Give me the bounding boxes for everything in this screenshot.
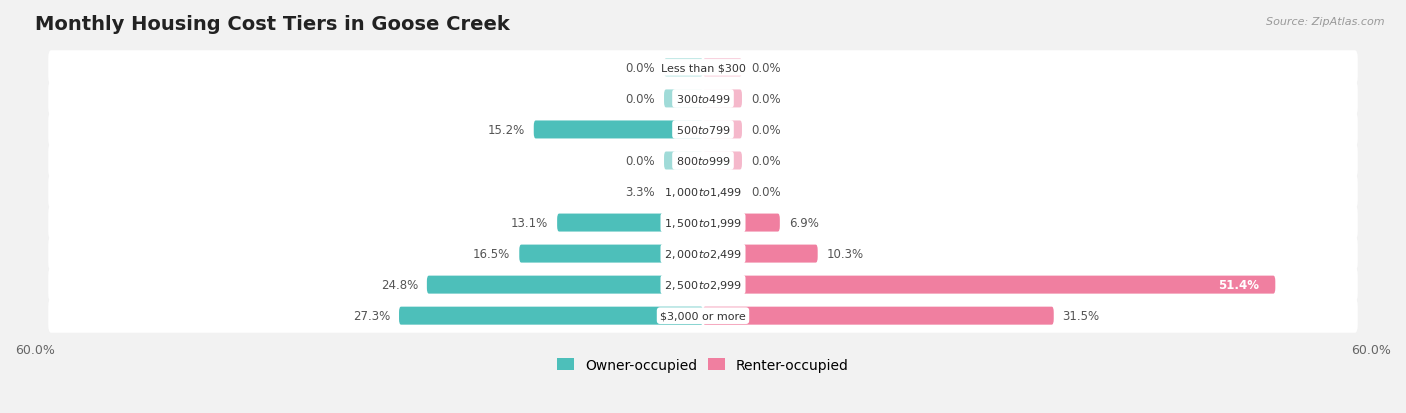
Text: 51.4%: 51.4% xyxy=(1218,278,1258,292)
Text: $300 to $499: $300 to $499 xyxy=(675,93,731,105)
FancyBboxPatch shape xyxy=(703,214,780,232)
Legend: Owner-occupied, Renter-occupied: Owner-occupied, Renter-occupied xyxy=(551,352,855,377)
Text: 0.0%: 0.0% xyxy=(751,154,780,168)
FancyBboxPatch shape xyxy=(557,214,703,232)
FancyBboxPatch shape xyxy=(48,82,1358,116)
Text: 13.1%: 13.1% xyxy=(510,216,548,230)
Text: 27.3%: 27.3% xyxy=(353,309,389,323)
Text: $3,000 or more: $3,000 or more xyxy=(661,311,745,321)
FancyBboxPatch shape xyxy=(664,152,703,170)
Text: 24.8%: 24.8% xyxy=(381,278,418,292)
FancyBboxPatch shape xyxy=(399,307,703,325)
Text: Source: ZipAtlas.com: Source: ZipAtlas.com xyxy=(1267,17,1385,26)
Text: 16.5%: 16.5% xyxy=(474,247,510,261)
FancyBboxPatch shape xyxy=(703,276,1275,294)
Text: $1,000 to $1,499: $1,000 to $1,499 xyxy=(664,185,742,199)
FancyBboxPatch shape xyxy=(664,90,703,108)
Text: Less than $300: Less than $300 xyxy=(661,63,745,73)
Text: 10.3%: 10.3% xyxy=(827,247,863,261)
FancyBboxPatch shape xyxy=(703,90,742,108)
FancyBboxPatch shape xyxy=(48,175,1358,209)
Text: 31.5%: 31.5% xyxy=(1063,309,1099,323)
FancyBboxPatch shape xyxy=(48,51,1358,85)
Text: $800 to $999: $800 to $999 xyxy=(675,155,731,167)
FancyBboxPatch shape xyxy=(703,59,742,77)
FancyBboxPatch shape xyxy=(519,245,703,263)
Text: 0.0%: 0.0% xyxy=(626,62,655,75)
Text: 15.2%: 15.2% xyxy=(488,123,524,137)
FancyBboxPatch shape xyxy=(48,299,1358,333)
Text: 0.0%: 0.0% xyxy=(751,185,780,199)
FancyBboxPatch shape xyxy=(48,206,1358,240)
FancyBboxPatch shape xyxy=(703,183,742,201)
FancyBboxPatch shape xyxy=(664,59,703,77)
FancyBboxPatch shape xyxy=(703,245,818,263)
FancyBboxPatch shape xyxy=(703,152,742,170)
Text: 0.0%: 0.0% xyxy=(751,62,780,75)
FancyBboxPatch shape xyxy=(703,307,1053,325)
FancyBboxPatch shape xyxy=(664,183,703,201)
Text: 0.0%: 0.0% xyxy=(751,123,780,137)
Text: 0.0%: 0.0% xyxy=(751,93,780,106)
FancyBboxPatch shape xyxy=(427,276,703,294)
Text: $1,500 to $1,999: $1,500 to $1,999 xyxy=(664,216,742,230)
Text: 0.0%: 0.0% xyxy=(626,154,655,168)
Text: $2,500 to $2,999: $2,500 to $2,999 xyxy=(664,278,742,292)
FancyBboxPatch shape xyxy=(534,121,703,139)
FancyBboxPatch shape xyxy=(48,268,1358,302)
FancyBboxPatch shape xyxy=(48,237,1358,271)
Text: 0.0%: 0.0% xyxy=(626,93,655,106)
Text: Monthly Housing Cost Tiers in Goose Creek: Monthly Housing Cost Tiers in Goose Cree… xyxy=(35,15,510,34)
Text: $2,000 to $2,499: $2,000 to $2,499 xyxy=(664,247,742,261)
FancyBboxPatch shape xyxy=(48,144,1358,178)
Text: 6.9%: 6.9% xyxy=(789,216,818,230)
FancyBboxPatch shape xyxy=(48,113,1358,147)
FancyBboxPatch shape xyxy=(703,121,742,139)
Text: 3.3%: 3.3% xyxy=(626,185,655,199)
Text: $500 to $799: $500 to $799 xyxy=(675,124,731,136)
